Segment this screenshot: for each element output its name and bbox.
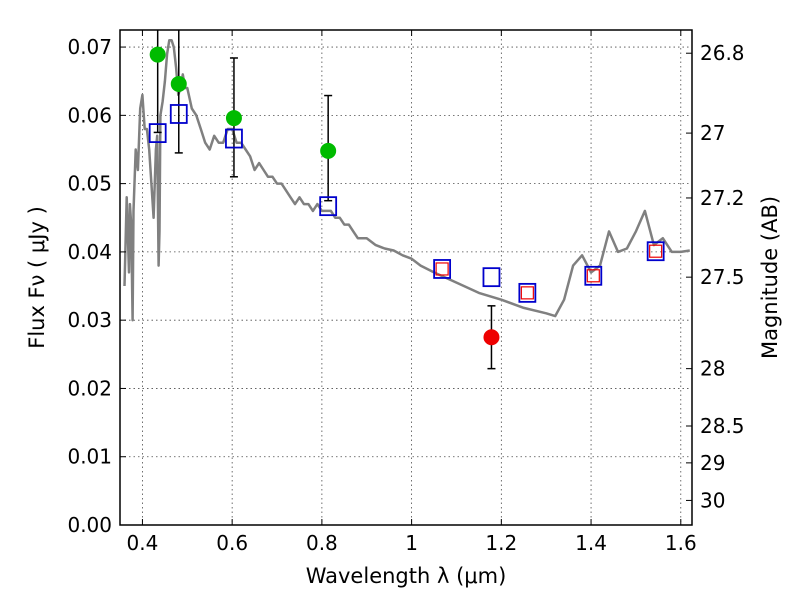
right-tick-label: 28 — [700, 357, 725, 381]
right-tick-label: 30 — [700, 488, 725, 512]
optical-data-point — [320, 142, 337, 159]
model-photometry-square — [482, 267, 501, 288]
grid — [120, 30, 692, 525]
x-tick-label: 1.6 — [665, 531, 697, 555]
right-tick-label: 27 — [700, 121, 725, 145]
model-photometry-square — [169, 104, 188, 124]
model-layer — [123, 38, 690, 322]
y-tick-label: 0.03 — [67, 308, 112, 332]
nir-observed-square — [586, 269, 600, 283]
optical-data-point — [225, 110, 242, 127]
x-tick-label: 1 — [405, 531, 418, 555]
model-photometry-square — [646, 241, 665, 262]
model-photometry-square — [518, 282, 537, 303]
model-photometry-square — [319, 196, 338, 217]
right-tick-label: 28.5 — [700, 414, 745, 438]
nir-observed-square — [435, 262, 449, 276]
optical-data-point — [149, 46, 166, 63]
y-tick-label: 0.06 — [67, 103, 112, 127]
right-tick-label: 27.2 — [700, 186, 745, 210]
nir-detection-point — [483, 329, 500, 346]
y-tick-label: 0.04 — [67, 240, 112, 264]
y-tick-label: 0.02 — [67, 376, 112, 400]
marker-layer — [148, 30, 665, 370]
x-tick-label: 1.2 — [485, 531, 517, 555]
model-photometry-square — [148, 123, 167, 143]
x-tick-label: 0.6 — [216, 531, 248, 555]
model-photometry-square — [433, 259, 452, 279]
model-photometry-square — [225, 128, 243, 149]
y-tick-label: 0.01 — [67, 445, 112, 469]
right-tick-label: 27.5 — [700, 265, 745, 289]
y-tick-label: 0.05 — [67, 172, 112, 196]
y-tick-label: 0.00 — [67, 513, 112, 537]
y-tick-label: 0.07 — [67, 35, 112, 59]
tick-layer: 0.4 0.6 0.8 1 1.2 1.4 1.6 0.00 0.01 0.02 0.03 0.04 0… — [67, 30, 745, 555]
y-axis-label-right: Magnitude (AB) — [758, 196, 782, 359]
nir-observed-square — [649, 244, 663, 258]
right-tick-label: 29 — [700, 451, 725, 475]
model-photometry-square — [584, 265, 603, 286]
y-axis-label: Flux Fν ( μJy ) — [25, 206, 49, 349]
x-tick-label: 1.4 — [575, 531, 607, 555]
nir-observed-square — [520, 286, 534, 300]
x-tick-label: 0.4 — [127, 531, 159, 555]
x-axis-label: Wavelength λ (μm) — [306, 564, 507, 588]
optical-data-point — [170, 75, 187, 92]
plot-frame — [119, 29, 693, 526]
sed-model-line — [123, 38, 690, 322]
right-tick-label: 26.8 — [700, 41, 745, 65]
x-tick-label: 0.8 — [306, 531, 338, 555]
